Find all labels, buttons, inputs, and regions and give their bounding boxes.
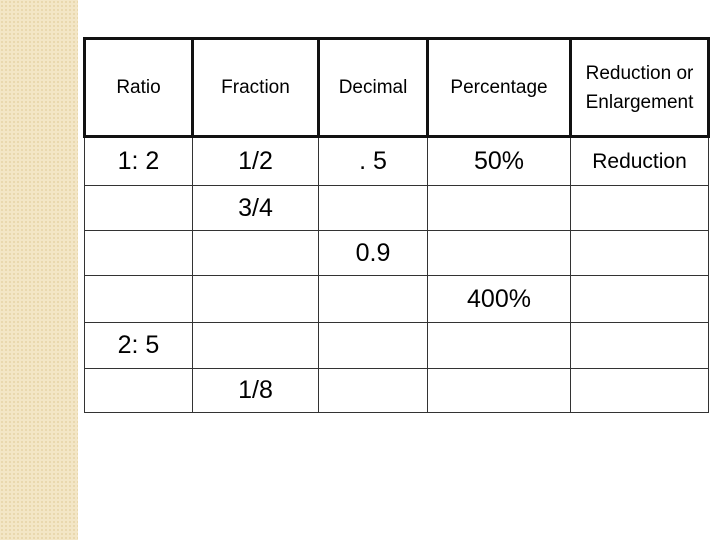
table-cell [570, 368, 709, 413]
header-cell: Percentage [426, 37, 572, 138]
table-cell [427, 230, 571, 276]
header-cell: Reduction or Enlargement [569, 37, 710, 138]
table-cell [84, 230, 193, 276]
table-cell [318, 275, 428, 323]
table-cell [318, 185, 428, 231]
table-cell [570, 322, 709, 369]
table-cell: 1/2 [192, 137, 319, 186]
table-cell: 1/8 [192, 368, 319, 413]
table-cell [570, 185, 709, 231]
table-cell [318, 368, 428, 413]
table-cell [570, 230, 709, 276]
table-cell: 0.9 [318, 230, 428, 276]
table-cell: Reduction [570, 137, 709, 186]
table-cell [192, 322, 319, 369]
decorative-strip [0, 0, 78, 540]
table-cell [427, 322, 571, 369]
table-cell [84, 368, 193, 413]
table-cell: 1: 2 [84, 137, 193, 186]
header-cell: Decimal [317, 37, 429, 138]
header-cell: Fraction [191, 37, 320, 138]
table-cell [84, 185, 193, 231]
header-cell: Ratio [83, 37, 194, 138]
table-cell: 50% [427, 137, 571, 186]
table-cell: 2: 5 [84, 322, 193, 369]
table-cell [427, 368, 571, 413]
table-cell [427, 185, 571, 231]
table-cell [84, 275, 193, 323]
table-cell [192, 275, 319, 323]
table-cell: 3/4 [192, 185, 319, 231]
table-cell: 400% [427, 275, 571, 323]
table-cell [192, 230, 319, 276]
table-cell [318, 322, 428, 369]
table-cell: . 5 [318, 137, 428, 186]
table-cell [570, 275, 709, 323]
